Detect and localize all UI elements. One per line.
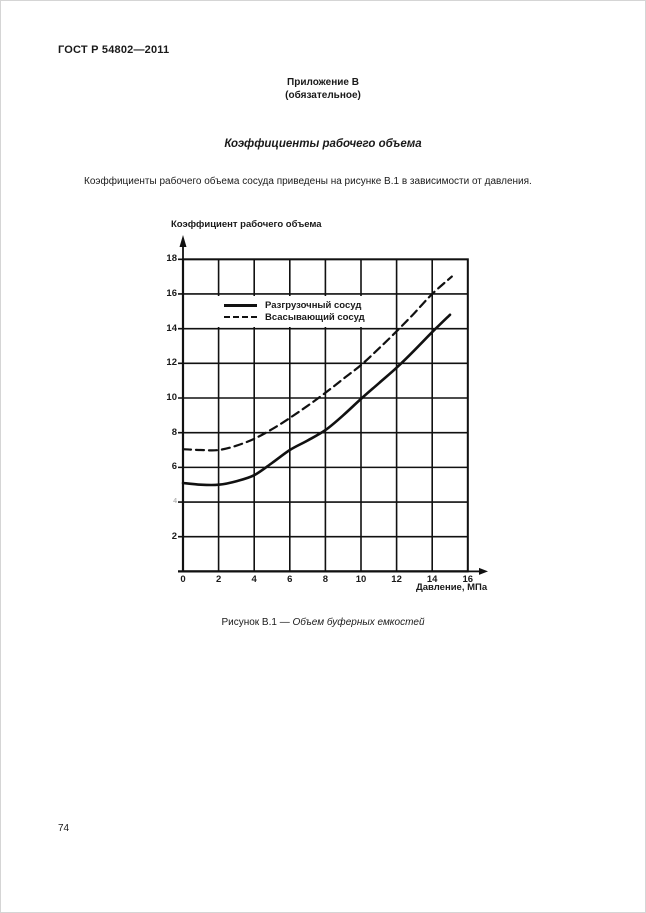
figure-caption: Рисунок В.1 — Объем буферных емкостей [1,617,645,628]
dashed-line-sample-icon [224,316,257,318]
y-tick-label: 12 [166,357,177,369]
page-number: 74 [58,823,70,834]
x-tick-label: 0 [180,574,186,585]
x-tick-label: 12 [391,574,402,585]
annex-note: (обязательное) [285,90,361,101]
x-tick-label: 2 [215,574,222,585]
x-axis-arrow-icon [479,567,488,575]
y-tick-label: 16 [166,287,177,299]
axis-lines [178,259,468,573]
x-tick-label: 14 [426,574,438,585]
annex-heading: Приложение В (обязательное) [1,76,645,102]
x-tick-label: 8 [322,574,329,585]
chart-y-axis-title: Коэффициент рабочего объема [171,219,322,230]
legend-label: Разгрузочный сосуд [265,299,362,311]
y-tick-label: 2 [171,530,177,542]
legend-label: Всасывающий сосуд [265,311,365,323]
series-line-0 [181,313,452,487]
x-tick-label: 6 [287,574,293,585]
chart-legend: Разгрузочный сосуд Всасывающий сосуд [217,296,365,327]
y-tick-label: 10 [166,392,177,403]
chart-x-axis-title: Давление, МПа [416,582,488,593]
solid-line-sample-icon [224,303,257,307]
section-title: Коэффициенты рабочего объема [224,138,422,150]
x-tick-label: 4 [251,574,257,585]
y-tick-label: 6 [171,461,177,473]
x-tick-label: 16 [462,574,474,585]
y-tick-label: 8 [171,426,177,438]
y-tick-label: 14 [166,322,177,334]
y-tick-label: 4 [173,498,177,506]
y-axis-arrow-icon [179,235,187,247]
x-tick-label: 10 [355,574,367,585]
series-line-1 [181,275,453,452]
doc-number: ГОСТ Р 54802—2011 [58,44,170,56]
figure-caption-prefix: Рисунок В.1 — [221,617,293,628]
legend-item-unloading-vessel: Разгрузочный сосуд [217,299,365,311]
y-tick-label: 18 [166,253,177,265]
annex-label: Приложение В [287,77,359,88]
legend-item-suction-vessel: Всасывающий сосуд [217,311,365,323]
body-paragraph: Коэффициенты рабочего объема сосуда прив… [84,176,532,187]
figure-caption-title: Объем буферных емкостей [292,617,425,628]
